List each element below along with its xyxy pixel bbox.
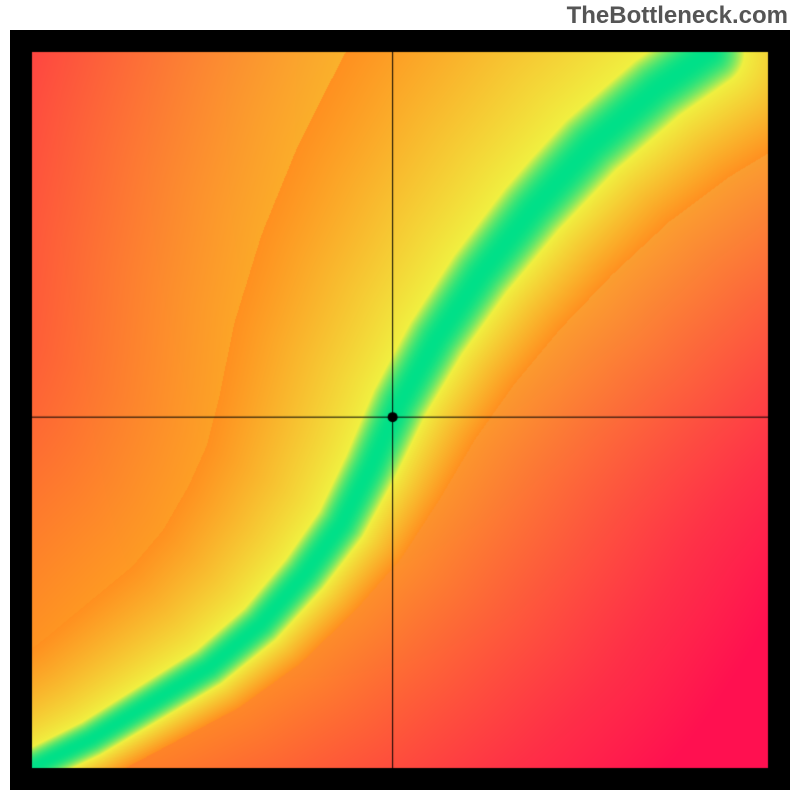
plot-frame bbox=[10, 30, 790, 790]
chart-container: TheBottleneck.com bbox=[0, 0, 800, 800]
attribution-text: TheBottleneck.com bbox=[567, 2, 788, 30]
heatmap-canvas bbox=[10, 30, 790, 790]
